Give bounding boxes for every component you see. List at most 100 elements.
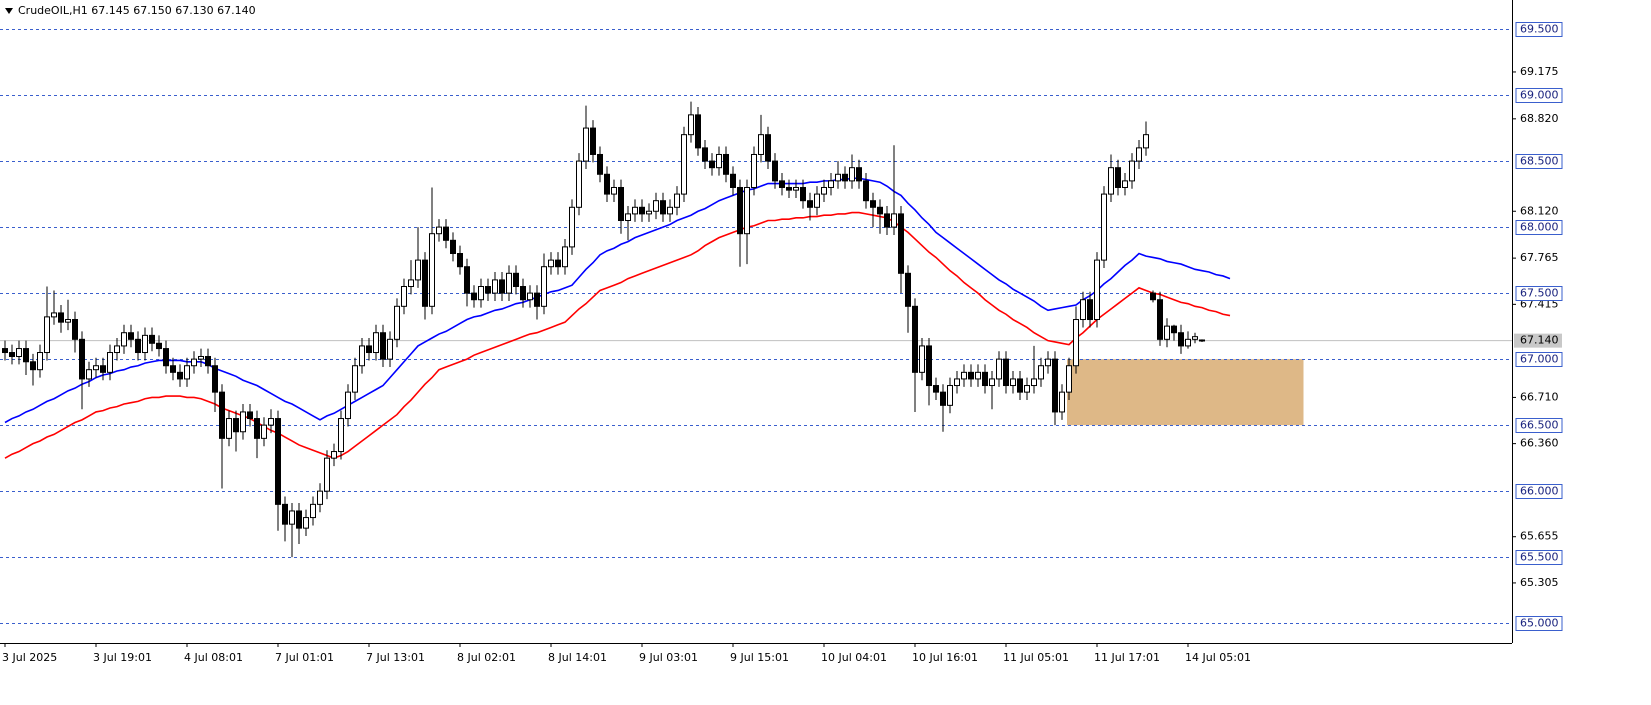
chart-title: CrudeOIL,H1 67.145 67.150 67.130 67.140	[18, 4, 256, 17]
candle-body	[772, 160, 778, 182]
candle-body	[142, 334, 148, 354]
candle-body	[359, 345, 365, 367]
candle-body	[765, 134, 771, 162]
candle-body	[744, 186, 750, 235]
last-price-label: 67.140	[1520, 334, 1559, 347]
candle-body	[450, 239, 456, 255]
candle-body	[1192, 336, 1198, 340]
candle-body	[58, 312, 64, 323]
candle-body	[352, 365, 358, 393]
candle-body	[303, 517, 309, 529]
candle-body	[968, 371, 974, 380]
candle-body	[898, 213, 904, 274]
level-label-box	[1515, 418, 1563, 433]
candle-body	[1080, 299, 1086, 321]
candle-body	[1066, 365, 1072, 393]
y-tick-label: 68.120	[1520, 204, 1559, 217]
candle-body	[849, 167, 855, 182]
candle-body	[282, 503, 288, 525]
candle-body	[415, 259, 421, 281]
y-tick-label: 68.820	[1520, 112, 1559, 125]
candle-body	[632, 206, 638, 215]
candle-body	[1108, 167, 1114, 195]
x-tick-label: 10 Jul 04:01	[821, 651, 887, 664]
x-tick-label: 4 Jul 08:01	[184, 651, 243, 664]
candle-body	[667, 206, 673, 215]
candle-body	[9, 352, 15, 357]
y-tick-label: 66.360	[1520, 437, 1559, 450]
candle-body	[149, 334, 155, 344]
moving-average-line	[4, 211, 1231, 460]
x-tick-label: 3 Jul 2025	[2, 651, 57, 664]
candle-body	[1199, 339, 1205, 342]
candle-body	[387, 338, 393, 360]
candle-body	[660, 200, 666, 215]
x-tick-label: 7 Jul 01:01	[275, 651, 334, 664]
candle-body	[289, 510, 295, 525]
candle-body	[1017, 378, 1023, 393]
candle-body	[856, 167, 862, 182]
zone	[1067, 359, 1304, 426]
x-tick-label: 9 Jul 15:01	[730, 651, 789, 664]
candle-body	[205, 355, 211, 367]
candle-body	[37, 352, 43, 371]
level-label-box	[1515, 550, 1563, 565]
candle-body	[1185, 338, 1191, 347]
candle-body	[1045, 358, 1051, 367]
candle-body	[86, 369, 92, 380]
candle-body	[1150, 292, 1156, 301]
candle-body	[422, 259, 428, 307]
candle-body	[492, 279, 498, 294]
candle-body	[996, 358, 1002, 380]
candle-body	[107, 352, 113, 373]
candle-body	[212, 365, 218, 393]
level-label: 65.000	[1520, 617, 1559, 630]
level-label: 68.000	[1520, 221, 1559, 234]
candle-body	[436, 226, 442, 235]
candle-body	[1171, 325, 1177, 334]
candle-body	[737, 186, 743, 235]
level-label-box	[1515, 154, 1563, 169]
candle-body	[1143, 134, 1149, 149]
candle-body	[373, 332, 379, 354]
candle-body	[1178, 332, 1184, 347]
candle-body	[793, 186, 799, 191]
candle-body	[884, 213, 890, 228]
candle-body	[93, 365, 99, 371]
candle-body	[499, 279, 505, 294]
candle-body	[1010, 378, 1016, 387]
candle-body	[926, 345, 932, 387]
x-tick-label: 11 Jul 05:01	[1003, 651, 1069, 664]
y-tick-label: 65.655	[1520, 530, 1559, 543]
candle-body	[681, 134, 687, 195]
candle-body	[835, 173, 841, 182]
candle-body	[443, 226, 449, 241]
candle-body	[555, 259, 561, 268]
candle-body	[947, 385, 953, 406]
level-label-box	[1515, 484, 1563, 499]
candle-body	[821, 186, 827, 195]
candle-body	[338, 418, 344, 453]
candle-body	[527, 292, 533, 301]
candle-body	[177, 371, 183, 380]
candle-body	[198, 355, 204, 360]
candle-body	[485, 286, 491, 294]
candle-body	[548, 259, 554, 268]
candle-body	[1094, 259, 1100, 321]
y-tick-label: 66.710	[1520, 390, 1559, 403]
candle-body	[30, 361, 36, 371]
candle-body	[513, 272, 519, 288]
level-label-box	[1515, 352, 1563, 367]
candle-body	[114, 345, 120, 354]
candle-body	[51, 312, 57, 318]
level-label: 65.500	[1520, 551, 1559, 564]
candle-body	[933, 385, 939, 393]
x-tick-label: 3 Jul 19:01	[93, 651, 152, 664]
candle-body	[184, 365, 190, 380]
candle-body	[457, 253, 463, 268]
level-label: 66.500	[1520, 419, 1559, 432]
candle-body	[506, 272, 512, 294]
candle-body	[919, 345, 925, 373]
candle-body	[254, 418, 260, 439]
candle-body	[478, 286, 484, 301]
